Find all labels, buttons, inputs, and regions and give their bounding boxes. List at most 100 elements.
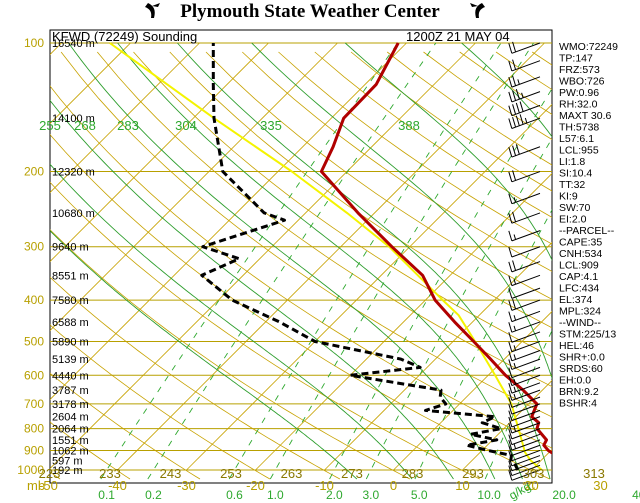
wind-barb-flag (512, 211, 517, 222)
wind-barb-staff (511, 444, 541, 456)
wind-barb-flag (508, 311, 513, 322)
wind-barb-staff (511, 374, 541, 387)
wind-barb-flag (512, 260, 517, 271)
height-label: 7580 m (52, 295, 89, 307)
wind-barb-flag (508, 450, 513, 461)
wind-barb-staff (511, 366, 541, 379)
height-label: 2604 m (52, 412, 89, 424)
dry-adiabat-line (169, 51, 552, 329)
wind-barb-flag (512, 104, 517, 115)
wind-barb-half-flag (513, 379, 517, 385)
theta-label: 313 (583, 466, 605, 481)
wind-barb-flag (508, 193, 513, 204)
wind-barb-staff (511, 321, 541, 333)
dry-adiabat-line (50, 181, 480, 480)
index-entry: LI:1.8 (559, 156, 585, 168)
theta-e-label: 388 (398, 118, 420, 133)
wind-barb-half-flag (517, 79, 520, 85)
parcel-trace (109, 42, 543, 471)
dry-adiabat-line (50, 324, 271, 480)
index-entry: SW:70 (559, 202, 590, 214)
wind-barb-staff (511, 171, 541, 183)
mixing-ratio-label: 3.0 (362, 488, 379, 502)
moist-adiabat-line (50, 163, 413, 480)
dry-adiabat-line (133, 51, 552, 358)
wind-barb-flag (515, 115, 520, 126)
wind-barb (508, 287, 541, 299)
dry-adiabat-line (50, 421, 131, 480)
wind-barb (508, 260, 541, 273)
dry-adiabat-line (242, 51, 552, 272)
wind-barb (508, 444, 541, 456)
mixing-ratio-line (414, 209, 552, 480)
wind-barb-flag (512, 75, 517, 86)
moist-adiabat-line (177, 42, 551, 480)
wind-barb-flag (508, 341, 513, 352)
wind-barb-half-flag (509, 460, 513, 466)
isotherm-line (50, 42, 131, 125)
index-entry: TT:32 (559, 179, 585, 191)
wind-barb-flag (515, 144, 520, 155)
wind-barb-half-flag (513, 325, 517, 331)
wind-barb (508, 382, 541, 394)
index-entry: CAPE:35 (559, 237, 602, 249)
temperature-trace (319, 42, 552, 455)
index-entry: SI:10.4 (559, 168, 592, 180)
wind-barb-flag (508, 428, 513, 440)
mixing-ratio-line (100, 42, 399, 480)
wind-barb (508, 298, 541, 311)
temperature-labels: -50-40-30-20-10010203040 (39, 478, 608, 493)
wind-barb (508, 246, 541, 258)
temperature-label: -30 (177, 478, 196, 493)
wind-barb-half-flag (513, 354, 517, 360)
wind-barb-flag (508, 382, 513, 394)
index-entry: BRN:9.2 (559, 386, 599, 398)
wind-barb-staff (511, 469, 541, 481)
height-labels: 16540 m 14100 m 12320 m 10680 m 9640 m 8551 m… (52, 38, 95, 477)
dry-adiabat-line (50, 133, 550, 480)
wind-barb-staff (511, 60, 541, 72)
height-label: 12320 m (52, 167, 95, 179)
height-label: 10680 m (52, 208, 95, 220)
dry-adiabat-line (50, 85, 552, 449)
wind-barb-flag (519, 114, 524, 125)
mixing-ratio-line (147, 42, 437, 480)
wind-barb-flag (508, 375, 513, 386)
wind-barb-staff (511, 460, 541, 472)
wind-barb-staff (511, 246, 541, 258)
dry-adiabat-line (205, 51, 552, 300)
mixing-ratio-label: 0.1 (98, 488, 115, 502)
height-label: 3178 m (52, 399, 89, 411)
index-entry: --PARCEL-- (559, 225, 615, 237)
wind-barb-flag (508, 171, 513, 182)
wind-barb-staff (511, 117, 541, 129)
wind-barb-half-flag (513, 443, 517, 449)
wind-barb-staff (511, 449, 541, 462)
pressure-label: 100 (24, 36, 44, 50)
wind-barb-flag (508, 288, 513, 299)
temperature-label: 0 (390, 478, 397, 493)
wind-barb-flag (508, 422, 513, 434)
mixing-ratio-line (269, 42, 534, 480)
wind-barb-flag (508, 322, 513, 333)
temperature-label: 20 (524, 478, 538, 493)
theta-e-label: 268 (74, 118, 96, 133)
wind-barb-staff (511, 192, 541, 205)
time-label: 1200Z 21 MAY 04 (406, 29, 510, 44)
isotherm-line (50, 42, 407, 401)
theta-e-label: 335 (260, 118, 282, 133)
theta-e-label: 255 (39, 118, 61, 133)
wind-barb (508, 464, 541, 477)
wind-barb-flag (508, 359, 513, 370)
isobars (50, 42, 552, 471)
wind-barb-staff (511, 422, 541, 434)
mixing-ratio-label: 1.0 (267, 488, 284, 502)
pressure-label: 1000 (17, 463, 44, 477)
wind-barb (508, 366, 541, 379)
wind-barb-flag (508, 350, 513, 361)
wind-barb (508, 350, 541, 362)
wind-barb (508, 374, 541, 387)
height-label: 1551 m (52, 435, 89, 447)
wind-barb (508, 358, 541, 370)
